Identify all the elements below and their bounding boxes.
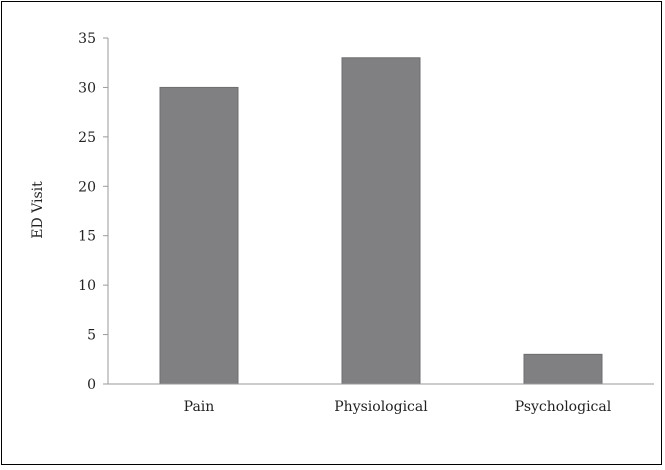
y-tick-label: 15 bbox=[78, 229, 96, 245]
bar-psychological bbox=[523, 353, 603, 385]
x-axis: Pain Physiological Psychological bbox=[108, 383, 654, 415]
x-tick-label: Physiological bbox=[334, 399, 428, 415]
y-axis: 0 5 10 15 20 25 30 35 bbox=[78, 31, 109, 393]
bar-pain bbox=[159, 86, 239, 385]
y-tick-label: 35 bbox=[78, 31, 96, 47]
bars bbox=[159, 57, 603, 385]
y-tick-label: 25 bbox=[78, 130, 96, 146]
bar-physiological bbox=[341, 57, 421, 385]
x-tick-label: Pain bbox=[184, 399, 215, 415]
y-tick-label: 5 bbox=[87, 328, 96, 344]
y-axis-label: ED Visit bbox=[30, 181, 46, 239]
y-tick-label: 20 bbox=[78, 179, 96, 195]
y-tick-label: 30 bbox=[78, 80, 96, 96]
y-tick-label: 10 bbox=[78, 278, 96, 294]
y-tick-label: 0 bbox=[87, 377, 96, 393]
x-tick-label: Psychological bbox=[515, 399, 612, 415]
